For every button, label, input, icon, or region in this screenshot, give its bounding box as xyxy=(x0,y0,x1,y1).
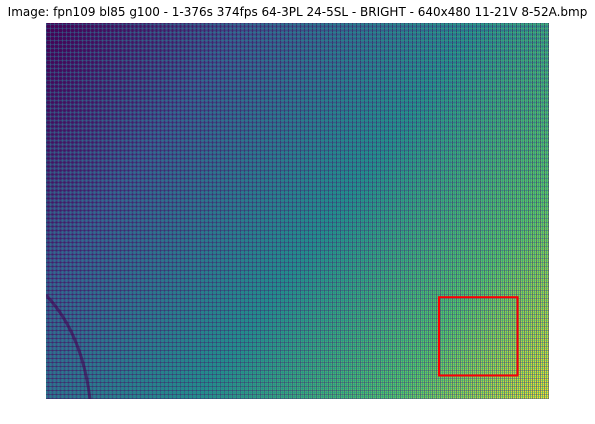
figure-title: Image: fpn109 bl85 g100 - 1-376s 374fps … xyxy=(7,5,588,19)
fpn-heatmap-image xyxy=(46,23,549,399)
fpn-row-pattern xyxy=(46,23,549,399)
roi-rectangle xyxy=(438,296,519,377)
arc-artifact xyxy=(46,293,92,399)
image-display xyxy=(46,23,549,399)
